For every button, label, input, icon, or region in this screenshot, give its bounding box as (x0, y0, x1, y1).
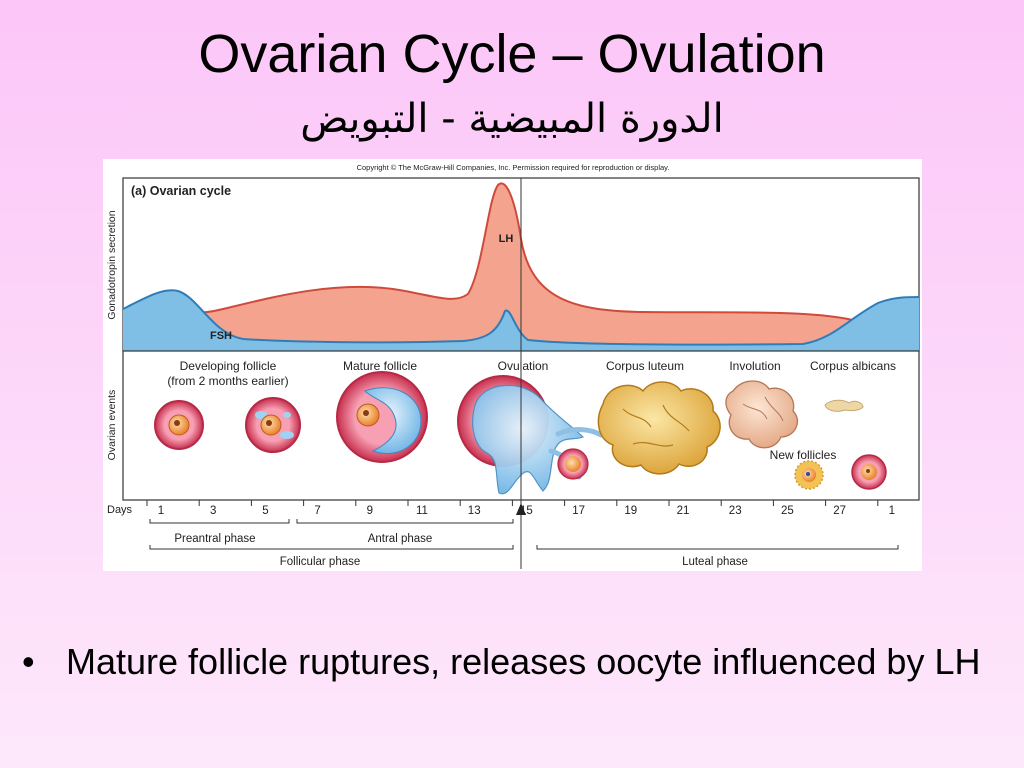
corpus-albicans (824, 399, 864, 412)
day-tick-label: 15 (520, 505, 533, 517)
slide-title: Ovarian Cycle – Ovulation (198, 24, 826, 84)
y-label-ovarian-events: Ovarian events (106, 390, 118, 461)
day-tick-label: 19 (624, 505, 637, 517)
antral-bracket (296, 519, 514, 524)
lh-label: LH (499, 233, 514, 245)
label-involution: Involution (729, 359, 780, 373)
slide-subtitle: الدورة المبيضية - التبويض (300, 96, 724, 142)
fsh-curve (122, 289, 920, 346)
panel-title: (a) Ovarian cycle (131, 184, 231, 198)
label-corpus-albicans: Corpus albicans (810, 359, 896, 373)
lh-curve (122, 182, 920, 344)
day-tick-label: 25 (781, 505, 794, 517)
copyright-text: Copyright © The McGraw-Hill Companies, I… (357, 163, 670, 172)
label-developing-note: (from 2 months earlier) (167, 374, 288, 388)
y-label-gonadotropin: Gonadotropin secretion (106, 210, 118, 319)
label-corpus-luteum: Corpus luteum (606, 359, 684, 373)
involution-body (725, 380, 798, 449)
follicular-phase-label: Follicular phase (280, 556, 361, 568)
day-tick-label: 13 (468, 505, 481, 517)
day-tick-label: 23 (729, 505, 742, 517)
bullet-marker: • (22, 641, 35, 682)
day-tick-label: 9 (367, 505, 373, 517)
days-label: Days (107, 504, 133, 516)
new-follicle-1 (794, 460, 824, 490)
new-follicle-2 (851, 454, 887, 490)
day-tick-label: 1 (158, 505, 164, 517)
luteal-phase-label: Luteal phase (682, 556, 748, 568)
preantral-bracket (149, 519, 290, 524)
fsh-label: FSH (210, 330, 232, 342)
bullet-point: • Mature follicle ruptures, releases ooc… (22, 640, 1002, 683)
luteal-bracket (536, 545, 899, 550)
follicular-bracket (149, 545, 514, 550)
day-tick-label: 27 (833, 505, 846, 517)
label-developing-follicle: Developing follicle (180, 359, 277, 373)
ovulating-follicle (457, 375, 604, 495)
day-ticks: 1 3 5 7 9 11 13 15 17 19 21 23 25 27 1 (146, 500, 895, 517)
ovulation-arrow (516, 503, 526, 515)
day-tick-label: 21 (677, 505, 690, 517)
day-tick-label: 17 (572, 505, 585, 517)
day-tick-label: 11 (416, 505, 428, 517)
label-new-follicles: New follicles (770, 448, 837, 462)
antral-phase-label: Antral phase (368, 533, 433, 545)
ovarian-cycle-diagram: Copyright © The McGraw-Hill Companies, I… (106, 163, 920, 569)
mature-follicle (336, 371, 428, 463)
day-tick-label: 1 (889, 505, 895, 517)
corpus-luteum (597, 381, 721, 475)
label-ovulation: Ovulation (498, 359, 549, 373)
label-mature-follicle: Mature follicle (343, 359, 417, 373)
bullet-text: Mature follicle ruptures, releases oocyt… (66, 641, 981, 682)
developing-follicle-2 (245, 397, 301, 453)
preantral-phase-label: Preantral phase (174, 533, 255, 545)
day-tick-label: 5 (262, 505, 268, 517)
day-tick-label: 7 (314, 505, 320, 517)
developing-follicle-1 (154, 400, 204, 450)
ovarian-cycle-figure: Copyright © The McGraw-Hill Companies, I… (103, 159, 922, 571)
day-tick-label: 3 (210, 505, 216, 517)
